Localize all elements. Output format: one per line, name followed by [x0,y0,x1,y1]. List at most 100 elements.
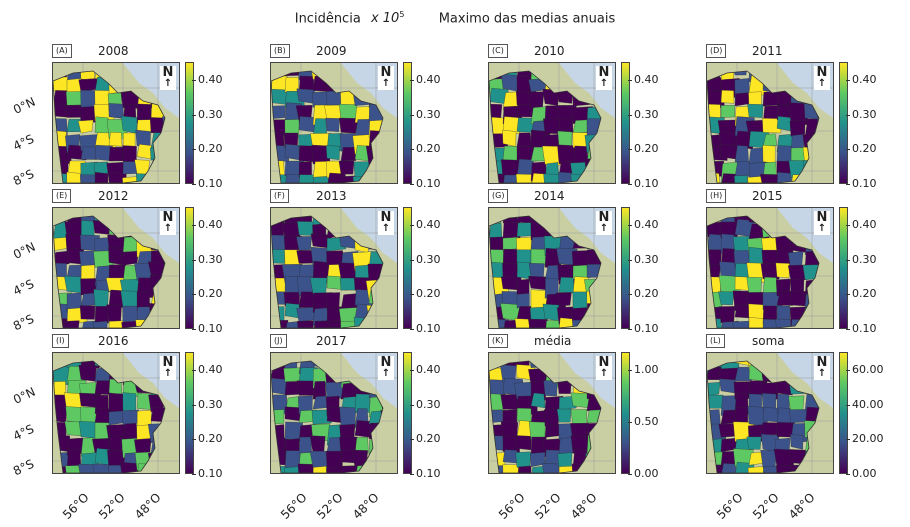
colorbar-tick-label: 0.20 [846,142,877,156]
colorbar [403,352,412,474]
map-panel: (F) 2013 N ↑ 0.40 0.30 0.20 0.10 [270,189,485,335]
longitude-label: 48°O [350,490,382,522]
north-label: N [816,355,828,370]
choropleth-map: N ↑ [52,352,180,474]
colorbar-tick-label: 0.20 [846,287,877,301]
municipality-region [762,319,779,328]
north-label: N [816,65,828,80]
municipality-region [284,173,301,183]
municipality-region [720,463,737,473]
municipality-region [296,88,315,104]
longitude-label: 56°O [60,490,92,522]
municipality-region [326,466,346,473]
state-outline [707,215,820,328]
municipality-region [502,464,521,473]
municipality-region [312,175,331,183]
municipality-region [789,119,806,137]
panel-letter: (L) [706,334,725,348]
colorbar [621,207,630,329]
municipality-region [571,250,588,267]
municipality-region [776,305,791,322]
municipality-region [516,278,530,296]
colorbar-tick-label: 0.40 [410,218,441,231]
arrow-up-icon: ↑ [817,368,827,379]
municipality-region [747,103,764,118]
municipality-region [122,176,140,183]
latitude-label: 0°N [11,384,38,407]
colorbar-tick-label: 0.30 [846,252,877,266]
municipality-region [732,320,754,328]
panel-letter: (F) [270,189,289,203]
map-panel: (C) 2010 N ↑ 0.40 0.30 0.20 0.10 [488,44,703,190]
municipality-region [108,172,127,183]
choropleth-map: N ↑ [270,62,398,184]
longitude-label: 48°O [132,490,164,522]
colorbar-tick-label: 0.30 [410,397,441,411]
panel-title: 2010 [534,44,565,58]
municipality-region [108,465,124,473]
panel-letter: (D) [706,44,727,58]
municipality-region [762,133,777,148]
colorbar-tick-label: 0.10 [192,322,223,335]
north-label: N [380,210,392,225]
panel-title: 2015 [752,189,783,203]
longitude-label: 52°O [532,490,564,522]
municipality-region [558,118,574,133]
municipality-region [309,450,329,468]
municipality-region [78,464,98,473]
arrow-up-icon: ↑ [599,223,609,234]
panel-title: 2017 [316,334,347,348]
longitude-label: 48°O [568,490,600,522]
state-outline [53,70,166,183]
choropleth-map: N ↑ [488,207,616,329]
municipality-region [556,408,572,423]
municipality-region [760,174,782,183]
colorbar-tick-label: 0.00 [846,467,877,480]
map-panel: (A) 2008 N ↑ 0.40 0.30 0.20 0.10 [52,44,267,190]
north-label: N [598,210,610,225]
north-arrow-icon: N ↑ [160,356,176,380]
colorbar [839,62,848,184]
panel-title: soma [752,334,785,348]
colorbar [403,62,412,184]
arrow-up-icon: ↑ [599,78,609,89]
municipality-region [719,378,736,394]
municipality-region [325,145,340,160]
panel-letter: (A) [52,44,72,58]
municipality-region [312,320,331,328]
municipality-region [775,262,790,279]
municipality-region [528,318,548,328]
municipality-region [297,221,314,236]
municipality-region [136,144,153,160]
municipality-region [502,320,517,328]
municipality-region [718,132,738,147]
colorbar-tick-label: 0.40 [628,73,659,86]
colorbar-tick-label: 0.10 [410,177,441,190]
colorbar-tick-label: 0.40 [192,218,223,231]
arrow-up-icon: ↑ [817,78,827,89]
municipality-region [748,317,764,328]
colorbar-tick-label: 0.30 [628,107,659,121]
panel-title: 2014 [534,189,565,203]
choropleth-map: N ↑ [270,207,398,329]
north-arrow-icon: N ↑ [378,356,394,380]
panel-letter: (I) [52,334,69,348]
municipality-region [776,291,794,306]
longitude-label: 56°O [714,490,746,522]
choropleth-map: N ↑ [706,352,834,474]
latitude-label: 4°S [11,131,37,154]
panel-letter: (K) [488,334,508,348]
colorbar-tick-label: 0.40 [192,73,223,86]
north-arrow-icon: N ↑ [814,66,830,90]
incidence-exponent: 5 [399,10,405,19]
north-label: N [162,355,174,370]
municipality-region [340,175,356,183]
state-outline [489,215,602,328]
state-outline [489,70,602,183]
municipality-region [762,118,782,134]
map-panel: (H) 2015 N ↑ 0.40 0.30 0.20 0.10 [706,189,910,335]
colorbar-tick-label: 0.30 [410,252,441,266]
municipality-region [94,306,109,324]
municipality-region [340,465,361,473]
municipality-region [543,173,562,183]
